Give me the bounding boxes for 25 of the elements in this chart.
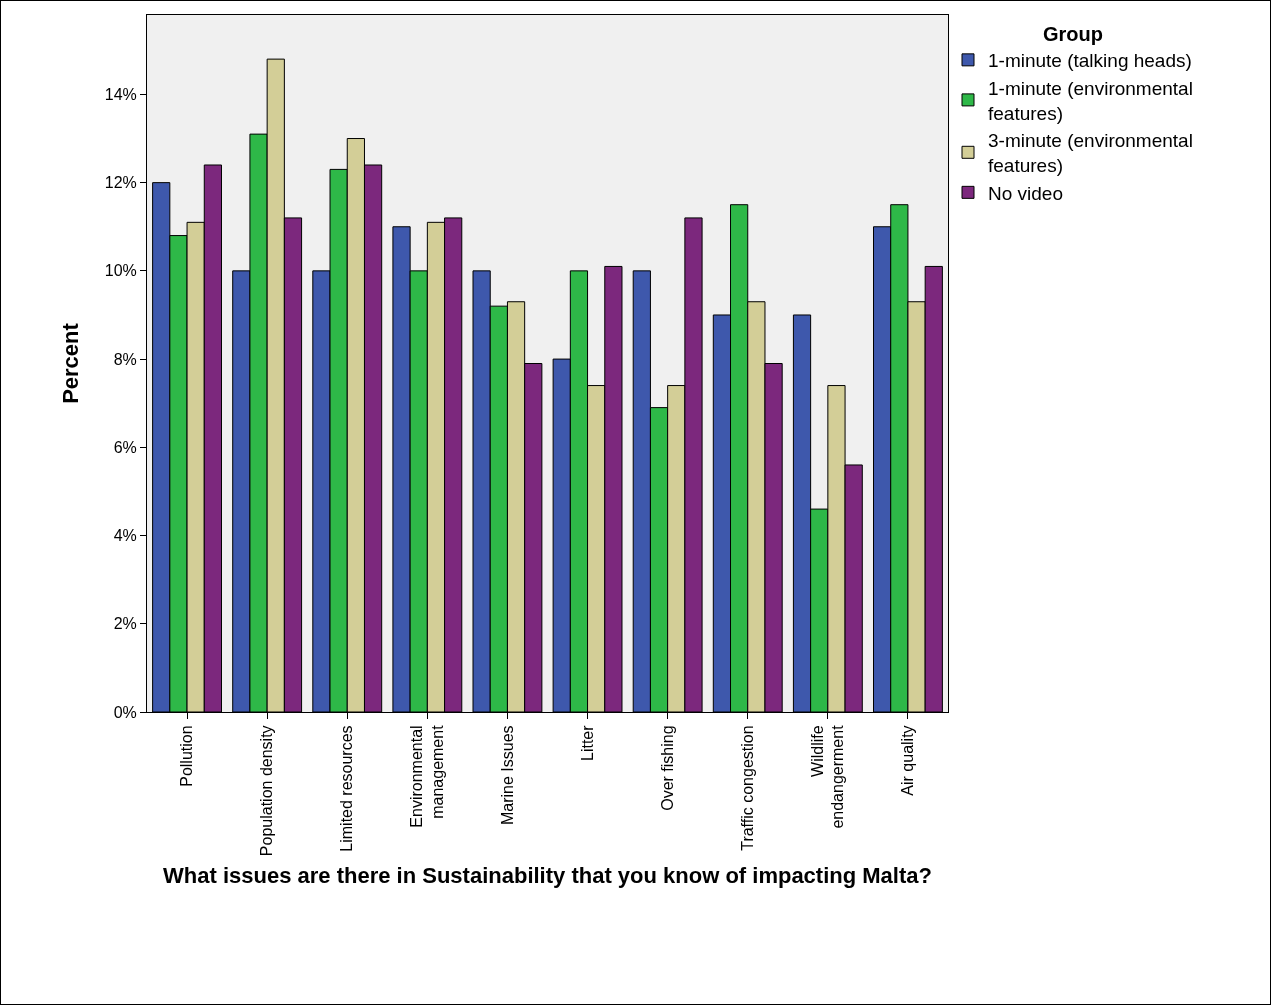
- legend-label: No video: [988, 182, 1063, 204]
- x-tick-label: Litter: [578, 724, 596, 761]
- y-tick-label: 10%: [104, 262, 137, 280]
- x-tick-label: Limited resources: [338, 725, 356, 852]
- y-tick-label: 8%: [113, 350, 137, 368]
- y-tick-label: 12%: [104, 174, 137, 192]
- y-tick-label: 4%: [113, 527, 137, 545]
- x-tick-label: Pollution: [178, 725, 196, 787]
- x-tick-label: Traffic congestion: [738, 725, 756, 851]
- x-tick-label: Air quality: [899, 725, 917, 796]
- x-tick-label: Over fishing: [658, 725, 676, 811]
- x-tick-label: Environmental management: [408, 724, 446, 828]
- legend-label: 1-minute (environmental features): [988, 77, 1193, 124]
- y-tick-label: 2%: [113, 615, 137, 633]
- legend-label: 3-minute (environmental features): [988, 130, 1193, 177]
- y-tick-label: 6%: [113, 438, 137, 456]
- x-axis-title: What issues are there in Sustainability that you know of impacting Malta?: [163, 863, 932, 889]
- x-tick-label: Wildlife endangerment: [808, 724, 847, 829]
- legend-label: 1-minute (talking heads): [988, 50, 1192, 72]
- legend-title: Group: [1043, 23, 1103, 45]
- y-tick-label: 14%: [104, 86, 137, 104]
- x-tick-label: Population density: [258, 725, 276, 857]
- y-tick-label: 0%: [113, 703, 137, 721]
- y-axis-title: Percent: [57, 322, 83, 404]
- x-tick-label: Marine Issues: [498, 725, 516, 825]
